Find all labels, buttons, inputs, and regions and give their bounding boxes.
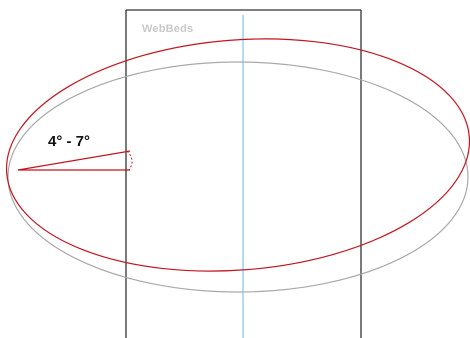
angle-arc-dotted <box>126 150 133 171</box>
gray-ellipse <box>7 61 469 293</box>
angle-label: 4° - 7° <box>48 133 90 150</box>
red-ellipse <box>5 38 470 272</box>
webbeds-logo: WebBeds <box>142 23 193 35</box>
angle-line-raised <box>17 150 131 171</box>
